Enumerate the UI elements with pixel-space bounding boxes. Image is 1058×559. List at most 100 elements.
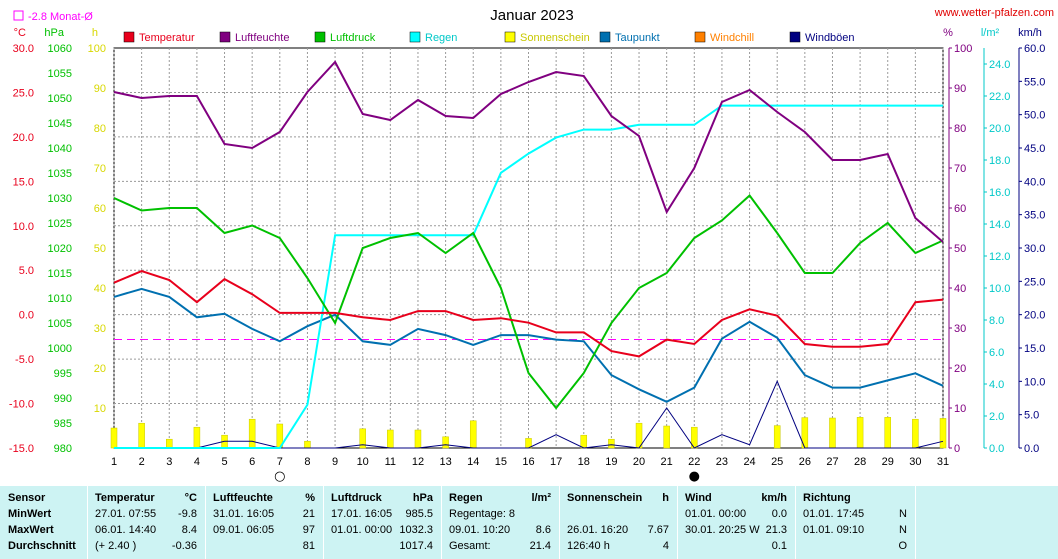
table-cell-when: 06.01. 14:40 <box>95 524 157 536</box>
table-cell-value: 8.4 <box>181 524 197 536</box>
table-cell-value: 21 <box>302 508 315 520</box>
table-cell-when: 126:40 h <box>567 540 610 552</box>
x-tick-label: 15 <box>495 456 507 468</box>
table-cell-value: 0.0 <box>771 508 787 520</box>
x-tick-label: 7 <box>277 456 283 468</box>
pressure-axis-tick: 980 <box>54 443 72 455</box>
table-header-unit: l/m² <box>531 492 551 504</box>
x-tick-label: 19 <box>605 456 617 468</box>
x-tick-label: 29 <box>882 456 894 468</box>
table-cell-when: 01.01. 17:45 <box>803 508 865 520</box>
legend-label: Windböen <box>805 32 855 44</box>
temp-axis-tick: -5.0 <box>15 354 34 366</box>
sunshine-bar <box>248 418 256 449</box>
grid <box>113 47 944 449</box>
table-divider <box>915 486 916 559</box>
legend-swatch <box>409 31 421 43</box>
sunshine-bar <box>138 422 145 449</box>
table-cell-value: -0.36 <box>171 540 197 552</box>
legend-swatch <box>599 31 611 43</box>
series-taupunkt-line <box>113 287 944 403</box>
table-header-unit: km/h <box>761 492 787 504</box>
rain-axis-unit: l/m² <box>981 27 1000 39</box>
temp-axis-tick: 25.0 <box>13 87 34 99</box>
moon-phase-marker: ● <box>689 469 700 484</box>
sunshine-bar <box>580 434 588 449</box>
pressure-axis-tick: 995 <box>54 368 72 380</box>
x-tick-label: 11 <box>385 456 396 468</box>
table-header: Temperatur <box>95 492 155 504</box>
wind-axis-tick: 45.0 <box>1024 143 1045 155</box>
wind-axis-tick: 10.0 <box>1024 376 1045 388</box>
x-tick-label: 23 <box>716 456 728 468</box>
table-header: Richtung <box>803 492 851 504</box>
table-header-unit: % <box>305 492 315 504</box>
rain-axis-tick: 22.0 <box>989 91 1010 103</box>
sunshine-bar <box>912 418 919 449</box>
table-header-unit: hPa <box>412 492 433 504</box>
sunshine-bar <box>387 429 394 449</box>
temp-axis-tick: 30.0 <box>13 43 34 55</box>
table-row-label: MinWert <box>8 508 52 520</box>
wind-axis-tick: 15.0 <box>1024 343 1045 355</box>
humidity-axis-tick: 40 <box>954 283 966 295</box>
rain-axis-tick: 16.0 <box>989 187 1010 199</box>
pressure-axis-tick: 1020 <box>48 243 72 255</box>
legend-label: Luftfeuchte <box>235 32 289 44</box>
rain-axis-tick: 18.0 <box>989 155 1010 167</box>
sun-axis-tick: 40 <box>94 283 106 295</box>
sun-axis-tick: 80 <box>94 123 106 135</box>
series-windböen-line <box>114 380 944 449</box>
statistics-table: Sensor Temperatur °C Luftfeuchte% Luftdruck h… <box>0 486 1058 559</box>
table-cell-when: 01.01. 00:00 <box>685 508 747 520</box>
rain-axis-tick: 0.0 <box>989 443 1004 455</box>
temp-axis-tick: 0.0 <box>19 310 34 322</box>
legend: Temperatur Luftfeuchte Luftdruck Regen Sonne… <box>123 31 855 44</box>
sun-axis-tick: 30 <box>94 323 106 335</box>
sunshine-bar <box>414 429 422 449</box>
pressure-axis-tick: 1045 <box>48 118 72 130</box>
source-link[interactable]: www.wetter-pfalzen.com <box>934 7 1054 19</box>
table-header: Sonnenschein <box>567 492 643 504</box>
table-cell-value: 4 <box>662 540 669 552</box>
wind-axis-tick: 30.0 <box>1024 243 1045 255</box>
wind-axis-tick: 50.0 <box>1024 110 1045 122</box>
table-divider <box>795 486 796 559</box>
table-cell-value: 1032.3 <box>399 524 433 536</box>
left-axes: 30.0 25.0 20.0 15.0 10.0 5.0 0.0 -5.0 -10.0 -15.0… <box>9 27 106 455</box>
table-cell-value: 1017.4 <box>399 540 433 552</box>
legend-label: Sonnenschein <box>520 32 590 44</box>
sunshine-bar <box>608 438 615 449</box>
moon-phase-marker: ○ <box>274 469 285 484</box>
pressure-axis-tick: 1000 <box>48 343 72 355</box>
pressure-axis-tick: 1050 <box>48 93 72 105</box>
x-tick-label: 14 <box>467 456 479 468</box>
legend-label: Taupunkt <box>615 32 660 44</box>
table-header-unit: °C <box>184 492 197 504</box>
rain-axis-tick: 6.0 <box>989 347 1004 359</box>
table-cell-value: O <box>898 540 907 552</box>
x-tick-label: 26 <box>799 456 811 468</box>
sunshine-bar <box>939 418 947 449</box>
humidity-axis-tick: 100 <box>954 43 972 55</box>
table-header: Sensor <box>8 492 46 504</box>
pressure-axis-tick: 990 <box>54 393 72 405</box>
temp-axis-tick: 15.0 <box>13 176 34 188</box>
table-header-unit: h <box>662 492 669 504</box>
legend-swatch <box>789 31 801 43</box>
humidity-axis-tick: 90 <box>954 83 966 95</box>
pressure-axis-tick: 1040 <box>48 143 72 155</box>
x-tick-label: 25 <box>771 456 783 468</box>
table-cell-value: N <box>899 524 907 536</box>
table-cell-when: 01.01. 00:00 <box>331 524 393 536</box>
table-cell-value: 81 <box>302 540 315 552</box>
legend-label: Windchill <box>710 32 754 44</box>
humidity-axis-tick: 70 <box>954 163 966 175</box>
sunshine-bar <box>166 438 173 449</box>
sun-axis-unit: h <box>92 27 98 39</box>
pressure-axis-tick: 1060 <box>48 43 72 55</box>
temp-axis-tick: -15.0 <box>9 443 34 455</box>
temp-axis-tick: 10.0 <box>13 221 34 233</box>
x-tick-label: 31 <box>937 456 949 468</box>
x-tick-label: 27 <box>826 456 838 468</box>
